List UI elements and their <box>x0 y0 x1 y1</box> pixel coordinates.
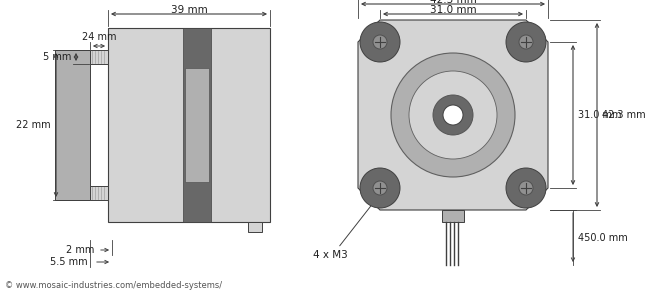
Circle shape <box>409 71 497 159</box>
Text: 31.0 mm: 31.0 mm <box>430 5 476 15</box>
Circle shape <box>506 168 546 208</box>
Circle shape <box>373 35 387 49</box>
Text: 42.3 mm: 42.3 mm <box>602 110 646 120</box>
Text: 5.5 mm: 5.5 mm <box>50 257 88 267</box>
Bar <box>55 50 90 200</box>
Text: 24 mm: 24 mm <box>82 32 116 42</box>
Bar <box>248 222 262 232</box>
Bar <box>185 68 209 182</box>
Text: 450.0 mm: 450.0 mm <box>578 233 628 243</box>
Bar <box>90 186 108 200</box>
Text: 39 mm: 39 mm <box>170 5 208 15</box>
Polygon shape <box>358 20 548 210</box>
Text: 42.3 mm: 42.3 mm <box>430 0 477 5</box>
Circle shape <box>360 168 400 208</box>
Circle shape <box>391 53 515 177</box>
Text: 4 x M3: 4 x M3 <box>313 250 348 260</box>
Circle shape <box>373 181 387 195</box>
Bar <box>442 210 464 222</box>
Text: 5 mm: 5 mm <box>42 52 71 62</box>
Circle shape <box>360 22 400 62</box>
Circle shape <box>443 105 463 125</box>
Circle shape <box>519 35 533 49</box>
Circle shape <box>506 22 546 62</box>
Text: 2 mm: 2 mm <box>66 245 94 255</box>
Text: 22 mm: 22 mm <box>17 120 51 130</box>
Bar <box>90 50 108 64</box>
Text: © www.mosaic-industries.com/embedded-systems/: © www.mosaic-industries.com/embedded-sys… <box>5 280 222 289</box>
Bar <box>183 28 211 222</box>
Bar <box>108 28 270 222</box>
Text: 31.0 mm: 31.0 mm <box>578 110 621 120</box>
Circle shape <box>519 181 533 195</box>
Circle shape <box>433 95 473 135</box>
